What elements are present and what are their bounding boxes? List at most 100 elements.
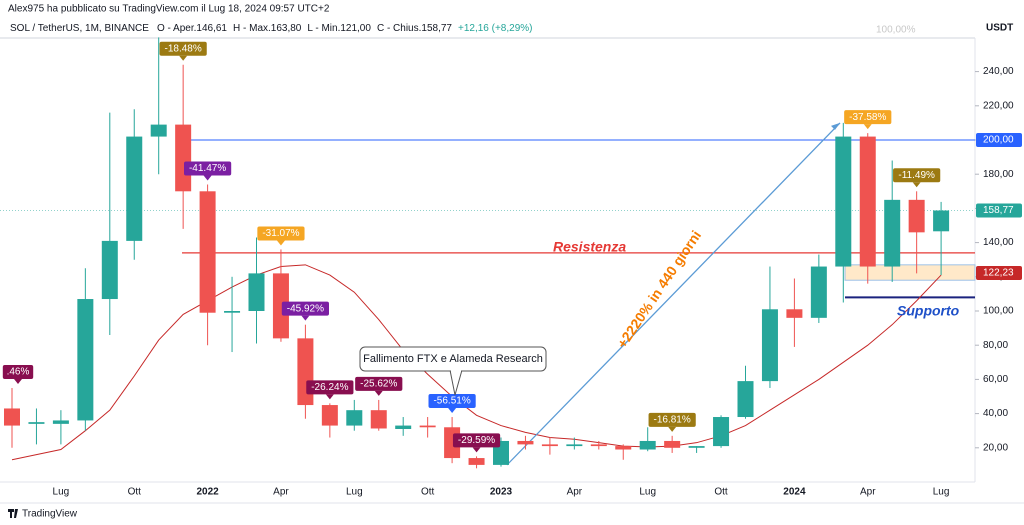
label-pointer [912, 182, 921, 188]
change-label-box [159, 41, 207, 56]
candle-body [175, 124, 192, 192]
change-label: -31.07% [262, 228, 299, 239]
x-tick-label: Lug [639, 487, 656, 498]
candle-body [297, 338, 314, 406]
change-label-box [648, 412, 696, 427]
price-tag-label: 122,23 [983, 268, 1014, 279]
label-pointer [179, 55, 188, 61]
callout-text: Fallimento FTX e Alameda Research [363, 353, 543, 365]
candle-body [590, 444, 607, 447]
change-label: .46% [7, 367, 30, 378]
arrow-head [831, 122, 840, 130]
candle-body [101, 240, 118, 300]
y-tick-label: 220,00 [983, 100, 1014, 111]
published-note: Alex975 ha pubblicato su TradingView.com… [8, 4, 330, 15]
change-label-box [306, 380, 354, 395]
change-label: -16.81% [654, 414, 691, 425]
change-label: -41.47% [189, 163, 226, 174]
candle-body [346, 410, 363, 426]
label-pointer [472, 447, 481, 453]
label-pointer [325, 394, 334, 400]
trend-arrow [506, 122, 841, 466]
x-tick-label: Apr [273, 487, 289, 498]
candle-body [664, 440, 681, 448]
symbol-header: SOL / TetherUS, 1M, BINANCE O - Aper.146,… [10, 23, 532, 34]
x-tick-label: Lug [53, 487, 70, 498]
change-label-box [184, 161, 232, 176]
ohlc-change: +12,16 (+8,29%) [458, 23, 533, 34]
change-label-box [257, 226, 305, 241]
y-tick-label: 140,00 [983, 237, 1014, 248]
x-tick-label: 2023 [490, 487, 513, 498]
change-label: -18.48% [165, 43, 202, 54]
change-label: -45.92% [287, 303, 324, 314]
price-tag [976, 133, 1022, 147]
candle-body [272, 273, 289, 339]
candle-body [713, 417, 730, 447]
change-label: -29.59% [458, 435, 495, 446]
label-pointer [14, 378, 22, 384]
candle-body [908, 199, 925, 233]
candle-body [639, 440, 656, 450]
change-label: -56.51% [433, 396, 470, 407]
change-label-box [2, 364, 34, 379]
change-label: -26.24% [311, 382, 348, 393]
symbol: SOL / TetherUS, 1M, BINANCE [10, 23, 149, 34]
ohlc-open: O - Aper.146,61 [157, 23, 227, 34]
candle-body [859, 136, 876, 267]
price-tag-label: 200,00 [983, 135, 1014, 146]
candle-body [884, 199, 901, 267]
x-tick-label: Ott [128, 487, 142, 498]
candle-body [615, 446, 632, 450]
y-tick-label: 60,00 [983, 374, 1008, 385]
change-label: -37.58% [849, 112, 886, 123]
candle-body [126, 136, 143, 241]
candle-body [248, 273, 265, 311]
resistance-label: Resistenza [553, 239, 626, 255]
x-tick-label: Apr [567, 487, 583, 498]
change-label: -11.49% [898, 170, 935, 181]
candle-body [77, 299, 94, 421]
y-tick-label: 20,00 [983, 442, 1008, 453]
change-label-box [355, 376, 403, 391]
ohlc-high: H - Max.163,80 [233, 23, 302, 34]
candle-body [370, 410, 387, 429]
y-tick-label: 240,00 [983, 66, 1014, 77]
candle-body [566, 444, 583, 447]
candle-body [810, 266, 827, 318]
candle-body [933, 210, 950, 232]
change-label-box [452, 433, 501, 448]
change-label-box [893, 168, 941, 183]
candle-body [541, 444, 558, 447]
candle-body [52, 420, 69, 424]
price-tag-label: 158,77 [983, 205, 1014, 216]
price-tag [976, 203, 1022, 218]
x-tick-label: Ott [421, 487, 435, 498]
percent-scale: 100,00% [876, 25, 916, 36]
support-zone [844, 264, 976, 281]
candle-body [150, 124, 167, 137]
candle-body [28, 422, 45, 424]
callout-pointer [449, 369, 463, 396]
brand-logo [8, 509, 18, 518]
label-pointer [374, 390, 383, 396]
candle-body [4, 408, 20, 426]
ohlc-low: L - Min.121,00 [307, 23, 371, 34]
change-label-box [428, 394, 476, 409]
y-tick-label: 100,00 [983, 306, 1014, 317]
y-tick-label: 180,00 [983, 169, 1014, 180]
support-label: Supporto [897, 303, 960, 319]
label-pointer [863, 124, 872, 130]
candle-body [199, 191, 216, 313]
x-tick-label: Lug [933, 487, 950, 498]
y-tick-label: 40,00 [983, 408, 1008, 419]
y-tick-label: 80,00 [983, 340, 1008, 351]
candle-body [786, 309, 803, 318]
label-pointer [448, 408, 457, 414]
change-label-box [844, 110, 892, 125]
candle-body [688, 446, 705, 448]
x-tick-label: Apr [860, 487, 876, 498]
change-label: -25.62% [360, 379, 397, 390]
candle-body [468, 458, 485, 465]
